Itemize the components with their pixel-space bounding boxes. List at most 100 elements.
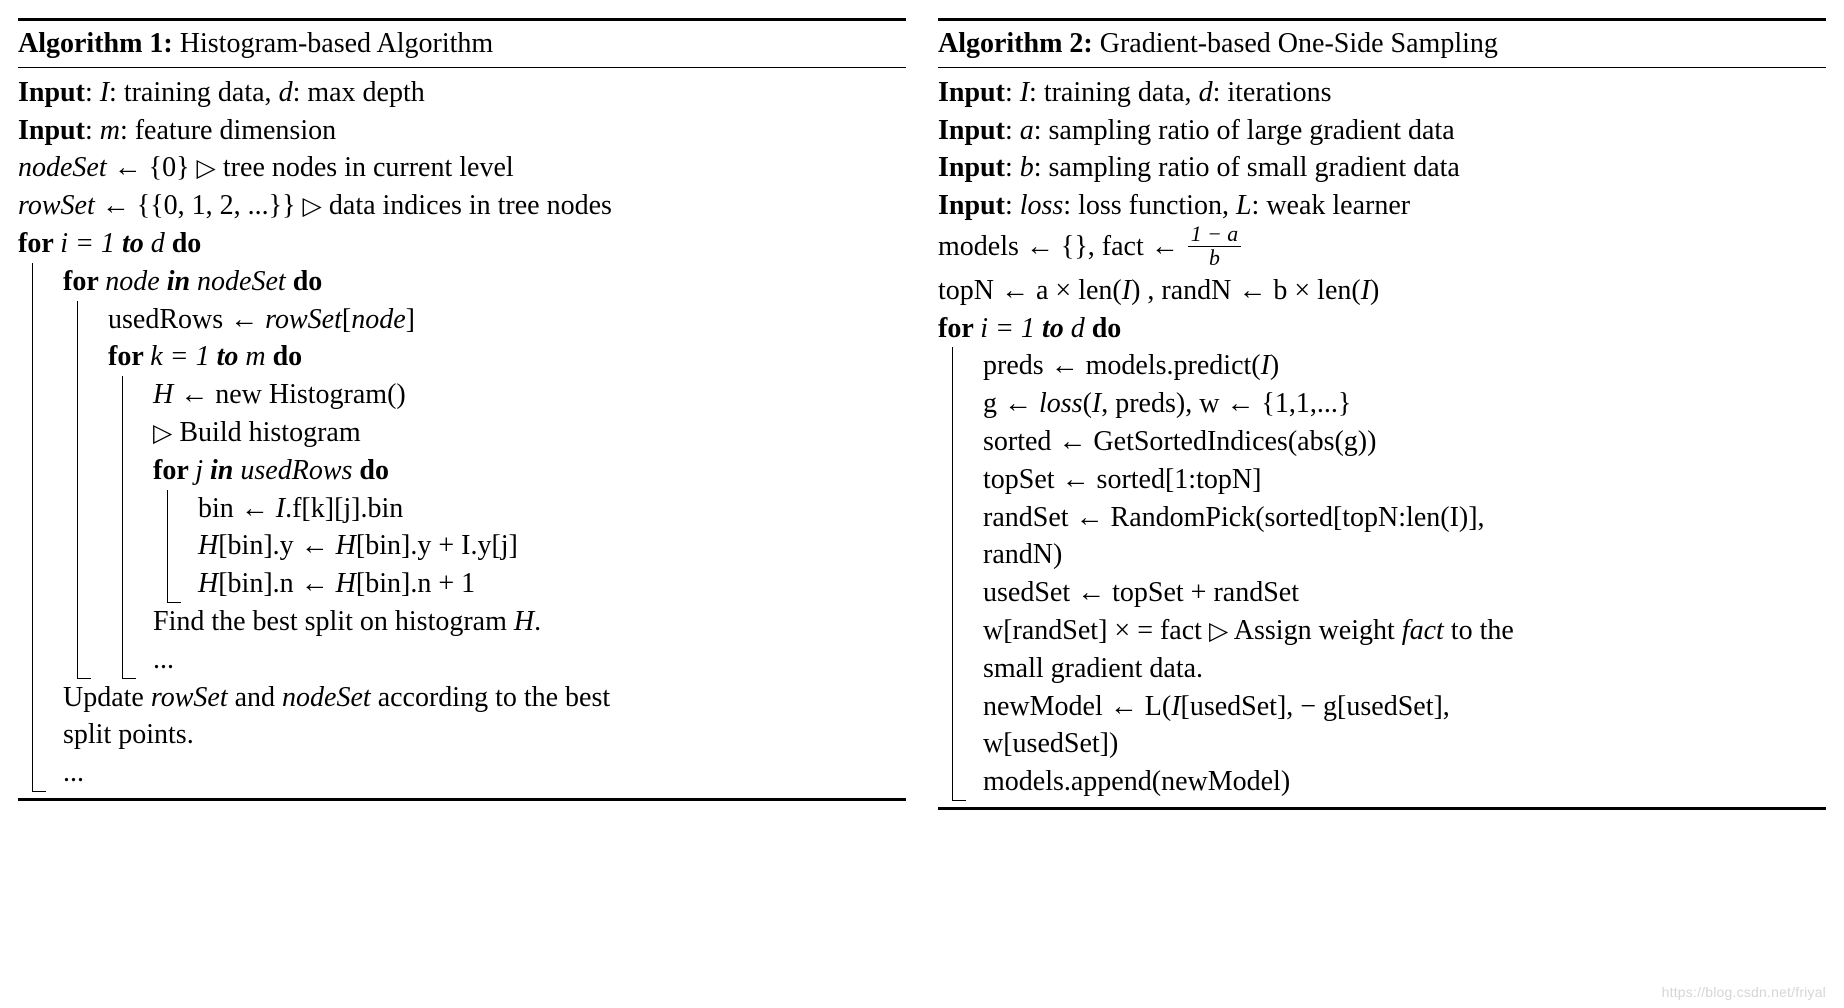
var: nodeSet: [197, 266, 293, 297]
var: node: [351, 304, 405, 335]
text: (: [1083, 388, 1092, 419]
var: i = 1: [980, 313, 1042, 344]
kw-do: do: [172, 228, 202, 259]
text: usedRows ←: [108, 304, 265, 335]
algorithm-1: Algorithm 1: Histogram-based Algorithm I…: [18, 18, 906, 810]
var: a: [1020, 115, 1034, 146]
var: H: [198, 530, 218, 561]
algo2-in1: Input: I: training data, d: iterations: [938, 74, 1826, 112]
text: [usedSet], − g[usedSet],: [1181, 691, 1450, 722]
algo1-for4: for j in usedRows do: [153, 452, 906, 490]
kw-input: Input: [938, 77, 1005, 108]
var: loss: [1039, 388, 1083, 419]
watermark: https://blog.csdn.net/friyal: [1662, 984, 1826, 1000]
algo2-title: Gradient-based One-Side Sampling: [1100, 28, 1498, 59]
var: b: [1020, 152, 1034, 183]
algo2-l8: preds ← models.predict(I): [983, 347, 1826, 385]
fraction-den: b: [1188, 246, 1241, 270]
text: to the: [1444, 615, 1514, 646]
algo1-l12: bin ← I.f[k][j].bin: [198, 490, 906, 528]
var: I: [1361, 275, 1370, 306]
algo1-title: Histogram-based Algorithm: [180, 28, 493, 59]
var: I: [1092, 388, 1101, 419]
var: H: [336, 568, 356, 599]
text: : training data,: [109, 77, 279, 108]
var: rowSet: [18, 190, 95, 221]
text: : iterations: [1213, 77, 1332, 108]
text: Update: [63, 682, 151, 713]
kw-do: do: [1092, 313, 1122, 344]
var: I: [100, 77, 109, 108]
kw-in: in: [167, 266, 197, 297]
text: : sampling ratio of small gradient data: [1034, 152, 1460, 183]
kw-in: in: [210, 455, 240, 486]
rule-bottom: [938, 807, 1826, 810]
algo1-l17a: Update rowSet and nodeSet according to t…: [63, 679, 906, 717]
algo1-blk3: H ← new Histogram() ▷ Build histogram fo…: [122, 376, 906, 678]
text: ]: [406, 304, 415, 335]
kw-do: do: [273, 341, 303, 372]
text: models ← {}, fact ←: [938, 231, 1186, 262]
var: I: [1020, 77, 1029, 108]
algo1-blk4: bin ← I.f[k][j].bin H[bin].y ← H[bin].y …: [167, 490, 906, 603]
algo1-body: Input: I: training data, d: max depth In…: [18, 68, 906, 798]
text: : training data,: [1029, 77, 1199, 108]
fraction-num: 1 − a: [1188, 223, 1241, 246]
algo2-in2: Input: a: sampling ratio of large gradie…: [938, 112, 1826, 150]
text: preds ← models.predict(: [983, 350, 1261, 381]
var: nodeSet: [282, 682, 371, 713]
algo1-for3: for k = 1 to m do: [108, 338, 906, 376]
var: d: [1199, 77, 1213, 108]
algo1-l3: nodeSet ← {0} ▷ tree nodes in current le…: [18, 149, 906, 187]
algo1-l7: usedRows ← rowSet[node]: [108, 301, 906, 339]
var: H: [153, 379, 173, 410]
algo1-l9: H ← new Histogram(): [153, 376, 906, 414]
algo1-l13: H[bin].y ← H[bin].y + I.y[j]: [198, 527, 906, 565]
text: .: [534, 606, 541, 637]
kw-input: Input: [18, 115, 85, 146]
algo1-l17b: split points.: [63, 716, 906, 754]
text: [bin].y + I.y[j]: [356, 530, 518, 561]
algo1-l14: H[bin].n ← H[bin].n + 1: [198, 565, 906, 603]
algo1-l4: rowSet ← {{0, 1, 2, ...}} ▷ data indices…: [18, 187, 906, 225]
var: I: [1261, 350, 1270, 381]
var: H: [336, 530, 356, 561]
var: rowSet: [265, 304, 342, 335]
text: newModel ← L(: [983, 691, 1171, 722]
algo2-label: Algorithm 2:: [938, 28, 1093, 59]
comment-icon: ▷: [197, 155, 216, 182]
var: I: [1171, 691, 1180, 722]
var: H: [198, 568, 218, 599]
algo2-l12b: randN): [983, 536, 1826, 574]
var: H: [514, 606, 534, 637]
algo2-l15: newModel ← L(I[usedSet], − g[usedSet],: [983, 688, 1826, 726]
var: j: [195, 455, 210, 486]
text: data indices in tree nodes: [322, 190, 612, 221]
algo1-l10: ▷ Build histogram: [153, 414, 906, 452]
algo2-l16: models.append(newModel): [983, 763, 1826, 801]
algorithm-2: Algorithm 2: Gradient-based One-Side Sam…: [938, 18, 1826, 810]
var: fact: [1402, 615, 1444, 646]
kw-input: Input: [18, 77, 85, 108]
var: d: [151, 228, 172, 259]
algo1-blk1: for node in nodeSet do usedRows ← rowSet…: [32, 263, 906, 792]
kw-to: to: [1042, 313, 1071, 344]
text: Find the best split on histogram: [153, 606, 514, 637]
algo2-for: for i = 1 to d do: [938, 310, 1826, 348]
text: : max depth: [293, 77, 425, 108]
comment-icon: ▷: [303, 193, 322, 220]
text: .f[k][j].bin: [285, 493, 403, 524]
kw-for: for: [18, 228, 60, 259]
algo1-input1: Input: I: training data, d: max depth: [18, 74, 906, 112]
kw-for: for: [63, 266, 105, 297]
algo2-l12: randSet ← RandomPick(sorted[topN:len(I)]…: [983, 499, 1826, 537]
text: [: [342, 304, 351, 335]
kw-to: to: [217, 341, 246, 372]
var: m: [100, 115, 120, 146]
comment-icon: ▷: [153, 420, 172, 447]
kw-input: Input: [938, 190, 1005, 221]
text: tree nodes in current level: [216, 152, 514, 183]
text: , preds), w ← {1,1,...}: [1101, 388, 1351, 419]
algo1-l15: Find the best split on histogram H.: [153, 603, 906, 641]
algo2-l9: g ← loss(I, preds), w ← {1,1,...}: [983, 385, 1826, 423]
